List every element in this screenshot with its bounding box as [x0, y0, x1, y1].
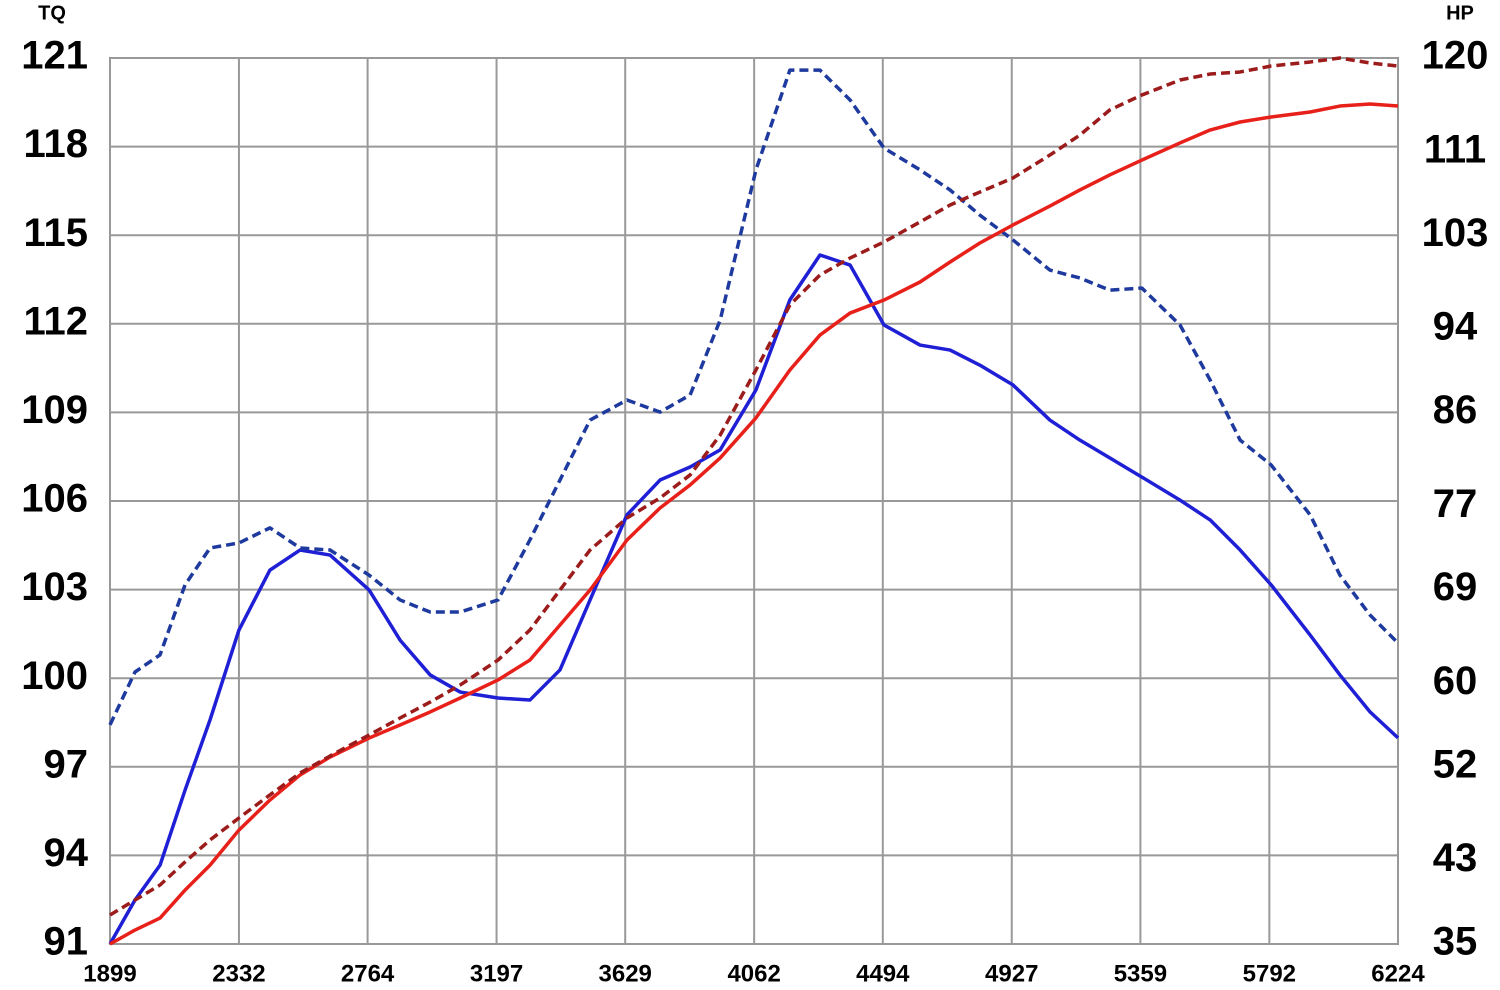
- y-tick-label: 94: [44, 831, 89, 875]
- x-tick-label: 4927: [985, 960, 1038, 987]
- y2-tick-label: 120: [1422, 34, 1489, 78]
- y2-tick-label: 69: [1433, 565, 1478, 609]
- y-axis-title: TQ: [38, 2, 66, 24]
- x-tick-label: 3629: [599, 960, 652, 987]
- x-tick-label: 4494: [856, 960, 910, 987]
- y2-tick-label: 94: [1433, 305, 1478, 349]
- series-line: [109, 56, 1399, 917]
- y2-tick-label: 86: [1433, 388, 1478, 432]
- y-tick-label: 115: [23, 211, 88, 255]
- y2-tick-label: 60: [1433, 659, 1478, 703]
- y2-axis-title: HP: [1446, 2, 1474, 24]
- y2-tick-label: 43: [1433, 836, 1478, 880]
- x-tick-label: 1899: [83, 960, 136, 987]
- y-tick-label: 103: [21, 565, 88, 609]
- y2-tick-label: 35: [1433, 920, 1478, 964]
- series-line: [109, 102, 1399, 946]
- x-tick-label: 2332: [212, 960, 265, 987]
- series-line: [108, 68, 1400, 726]
- x-tick-label: 6224: [1371, 960, 1425, 987]
- y-tick-label: 121: [21, 34, 88, 78]
- y-tick-label: 106: [21, 477, 88, 521]
- y-tick-label: 112: [23, 299, 88, 343]
- y2-tick-label: 52: [1433, 742, 1478, 786]
- x-tick-label: 4062: [727, 960, 780, 987]
- y-tick-label: 91: [44, 920, 89, 964]
- y2-tick-label: 77: [1433, 482, 1478, 526]
- y-tick-label: 97: [44, 742, 89, 786]
- series-line: [108, 253, 1400, 945]
- x-tick-label: 3197: [470, 960, 523, 987]
- y2-tick-label: 111: [1424, 127, 1486, 171]
- x-tick-label: 2764: [341, 960, 395, 987]
- y-tick-label: 118: [23, 122, 88, 166]
- x-tick-label: 5792: [1243, 960, 1296, 987]
- x-tick-label: 5359: [1114, 960, 1167, 987]
- y-tick-label: 109: [21, 388, 88, 432]
- y2-tick-label: 103: [1422, 211, 1489, 255]
- y-tick-label: 100: [21, 654, 88, 698]
